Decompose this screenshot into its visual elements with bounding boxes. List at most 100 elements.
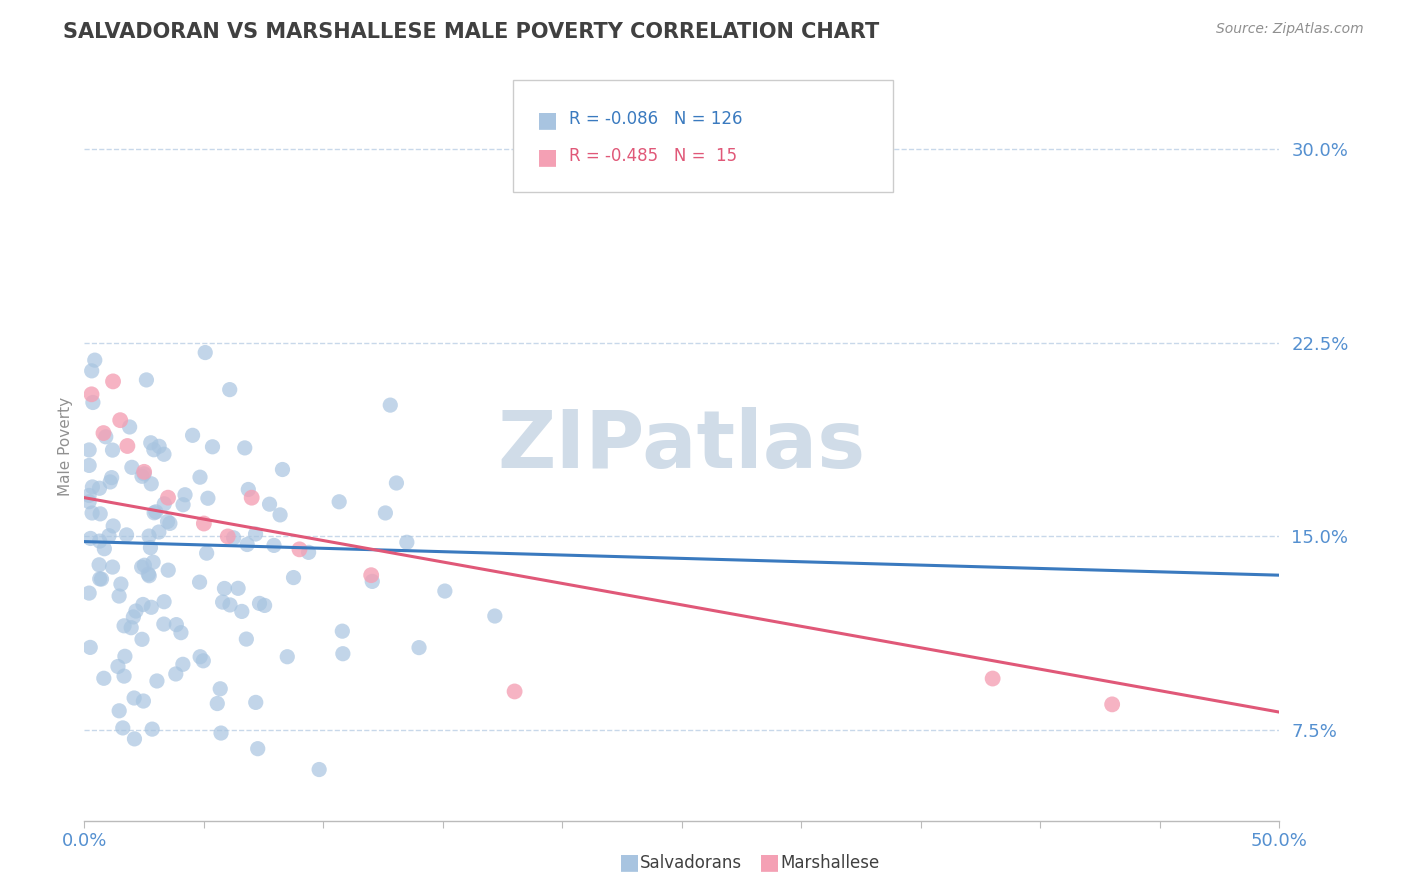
Point (188, 649, 211, 664)
Point (83, 353, 105, 368)
Point (112, 619, 135, 633)
Point (156, 515, 179, 529)
Point (121, 460, 143, 475)
Point (195, 546, 218, 560)
Point (240, 491, 263, 505)
Point (193, 654, 215, 668)
Point (385, 475, 408, 490)
Point (114, 649, 136, 664)
Point (98, 475, 121, 489)
Point (188, 470, 211, 484)
Point (249, 596, 271, 610)
Point (153, 447, 176, 461)
Text: R = -0.086   N = 126: R = -0.086 N = 126 (569, 110, 742, 128)
Point (77, 494, 100, 508)
Point (79, 532, 101, 546)
Point (181, 428, 204, 442)
Point (148, 439, 170, 453)
Point (201, 440, 224, 454)
Point (330, 624, 353, 639)
Text: Marshallese: Marshallese (780, 855, 880, 872)
Point (231, 604, 253, 618)
Point (236, 537, 259, 551)
Text: ZIPatlas: ZIPatlas (498, 407, 866, 485)
Point (77, 586, 100, 600)
Point (101, 560, 124, 574)
Point (82, 480, 104, 494)
Point (108, 589, 131, 603)
Point (77, 488, 100, 502)
Point (89, 507, 111, 521)
Point (374, 506, 396, 520)
Point (87, 558, 110, 572)
Point (93, 541, 115, 556)
Point (283, 571, 305, 585)
Point (131, 632, 153, 647)
Point (138, 568, 160, 582)
Point (122, 610, 145, 624)
Point (138, 529, 160, 543)
Point (297, 545, 319, 559)
Point (134, 467, 156, 481)
Point (235, 632, 257, 646)
Point (209, 726, 232, 740)
Point (981, 672, 1004, 686)
Point (141, 476, 163, 491)
Point (141, 600, 163, 615)
Text: ■: ■ (537, 110, 558, 129)
Point (308, 763, 330, 777)
Point (101, 375, 124, 389)
Point (165, 617, 187, 632)
Point (211, 595, 233, 609)
Point (433, 584, 456, 599)
Text: R = -0.485   N =  15: R = -0.485 N = 15 (569, 147, 738, 165)
Point (226, 582, 249, 596)
Point (111, 721, 134, 735)
Point (80, 364, 103, 378)
Point (139, 541, 162, 555)
Point (142, 442, 165, 457)
Point (165, 667, 187, 681)
Point (193, 516, 215, 531)
Text: SALVADORAN VS MARSHALLESE MALE POVERTY CORRELATION CHART: SALVADORAN VS MARSHALLESE MALE POVERTY C… (63, 22, 880, 42)
Point (131, 469, 153, 483)
Point (172, 657, 194, 672)
Point (245, 695, 267, 709)
Point (219, 598, 242, 612)
Point (246, 741, 269, 756)
Point (288, 542, 311, 557)
Point (120, 621, 142, 635)
Point (214, 582, 236, 596)
Point (80, 506, 103, 520)
Point (245, 527, 267, 541)
Point (269, 508, 291, 522)
Point (107, 659, 129, 673)
Point (153, 497, 176, 511)
Point (134, 558, 156, 573)
Point (110, 413, 132, 427)
Point (218, 383, 240, 397)
Point (136, 567, 159, 582)
Point (117, 439, 139, 453)
Point (108, 704, 131, 718)
Point (146, 673, 169, 688)
Point (271, 462, 294, 476)
Point (89, 534, 111, 549)
Point (101, 443, 124, 458)
Point (93, 671, 115, 685)
Point (132, 598, 155, 612)
Point (238, 483, 260, 497)
Point (103, 519, 125, 533)
Point (233, 441, 256, 455)
Point (145, 505, 167, 519)
Point (94, 430, 117, 444)
Point (503, 684, 526, 698)
Point (361, 574, 384, 589)
Point (217, 529, 239, 543)
Point (259, 497, 281, 511)
Point (141, 722, 163, 736)
Point (131, 560, 153, 574)
Point (135, 373, 157, 387)
Point (112, 669, 135, 683)
Point (360, 568, 382, 582)
